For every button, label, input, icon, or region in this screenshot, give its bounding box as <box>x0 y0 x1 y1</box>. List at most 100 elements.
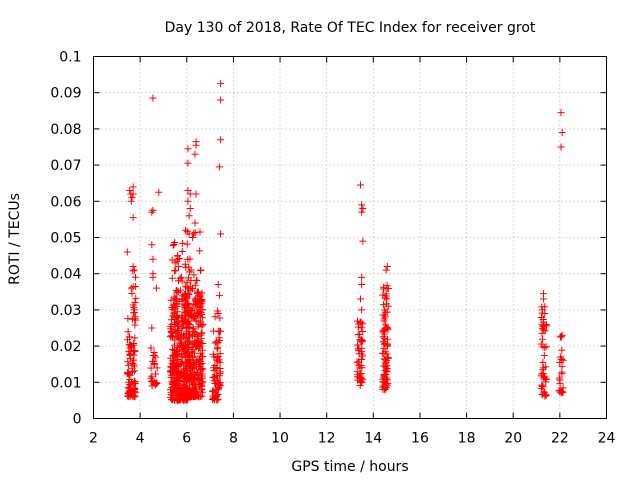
roti-point <box>191 219 199 227</box>
roti-point <box>131 334 139 342</box>
roti-point <box>175 334 183 342</box>
roti-point <box>538 321 546 329</box>
roti-point <box>192 383 200 391</box>
roti-point <box>542 390 550 398</box>
roti-point <box>173 347 181 355</box>
roti-point <box>171 267 179 275</box>
roti-point <box>191 229 199 237</box>
roti-point <box>217 80 225 88</box>
x-tick-label: 4 <box>136 431 145 447</box>
roti-point <box>174 333 182 341</box>
roti-point <box>196 302 204 310</box>
x-tick-label: 22 <box>551 431 569 447</box>
roti-point <box>197 331 205 339</box>
roti-point <box>212 392 220 400</box>
roti-point <box>382 290 390 298</box>
roti-point <box>358 281 366 289</box>
roti-point <box>169 241 177 249</box>
roti-point <box>383 262 391 270</box>
roti-point <box>178 239 186 247</box>
roti-point <box>379 311 387 319</box>
roti-point <box>130 303 138 311</box>
roti-point <box>195 318 203 326</box>
roti-point <box>128 378 136 386</box>
roti-point <box>131 385 139 393</box>
roti-point <box>124 358 132 366</box>
roti-point <box>353 368 361 376</box>
roti-point <box>557 333 565 341</box>
roti-point <box>185 353 193 361</box>
roti-point <box>195 393 203 401</box>
x-tick-label: 6 <box>182 431 191 447</box>
y-tick-label: 0.01 <box>50 375 81 391</box>
roti-point <box>173 313 181 321</box>
roti-point <box>125 384 133 392</box>
roti-point <box>184 186 192 194</box>
roti-point <box>212 391 220 399</box>
roti-point <box>213 396 221 404</box>
x-tick-label: 20 <box>504 431 522 447</box>
roti-point <box>383 368 391 376</box>
grid-lines <box>93 56 607 419</box>
roti-point <box>124 390 132 398</box>
y-tick-label: 0.03 <box>50 303 81 319</box>
roti-point <box>128 359 136 367</box>
roti-point <box>124 328 132 336</box>
roti-point <box>148 208 156 216</box>
x-tick-label: 14 <box>364 431 382 447</box>
roti-point <box>187 286 195 294</box>
roti-point <box>539 322 547 330</box>
roti-point <box>211 313 219 321</box>
roti-point <box>537 372 545 380</box>
roti-point <box>186 331 194 339</box>
roti-point <box>169 356 177 364</box>
roti-point <box>125 341 133 349</box>
roti-point <box>170 241 178 249</box>
roti-point <box>182 263 190 271</box>
roti-point <box>186 337 194 345</box>
roti-point <box>213 345 221 353</box>
roti-point <box>128 289 136 297</box>
roti-point <box>131 316 139 324</box>
roti-point <box>557 143 565 151</box>
roti-point <box>152 284 160 292</box>
roti-point <box>213 363 221 371</box>
roti-point <box>147 364 155 372</box>
roti-point <box>538 329 546 337</box>
x-tick-label: 16 <box>411 431 429 447</box>
roti-point <box>184 159 192 167</box>
roti-point <box>152 370 160 378</box>
roti-point <box>380 385 388 393</box>
roti-point <box>185 268 193 276</box>
roti-point <box>217 96 225 104</box>
roti-point <box>199 340 207 348</box>
roti-point <box>183 283 191 291</box>
roti-point <box>183 334 191 342</box>
roti-point <box>359 205 367 213</box>
roti-point <box>169 371 177 379</box>
roti-point <box>188 341 196 349</box>
roti-point <box>128 194 136 202</box>
roti-point <box>178 317 186 325</box>
roti-point <box>192 190 200 198</box>
roti-point <box>539 382 547 390</box>
roti-point <box>194 297 202 305</box>
y-tick-label: 0.08 <box>50 122 81 138</box>
roti-point <box>539 364 547 372</box>
roti-point <box>540 351 548 359</box>
roti-point <box>209 373 217 381</box>
roti-point <box>148 241 156 249</box>
roti-point <box>196 247 204 255</box>
roti-point <box>184 255 192 263</box>
roti-point <box>170 352 178 360</box>
roti-point <box>131 377 139 385</box>
roti-point <box>383 308 391 316</box>
roti-point <box>130 266 138 274</box>
roti-point <box>190 271 198 279</box>
roti-point <box>198 314 206 322</box>
roti-point <box>126 390 134 398</box>
roti-point <box>354 323 362 331</box>
roti-point <box>147 344 155 352</box>
roti-point <box>150 360 158 368</box>
roti-point <box>149 351 157 359</box>
